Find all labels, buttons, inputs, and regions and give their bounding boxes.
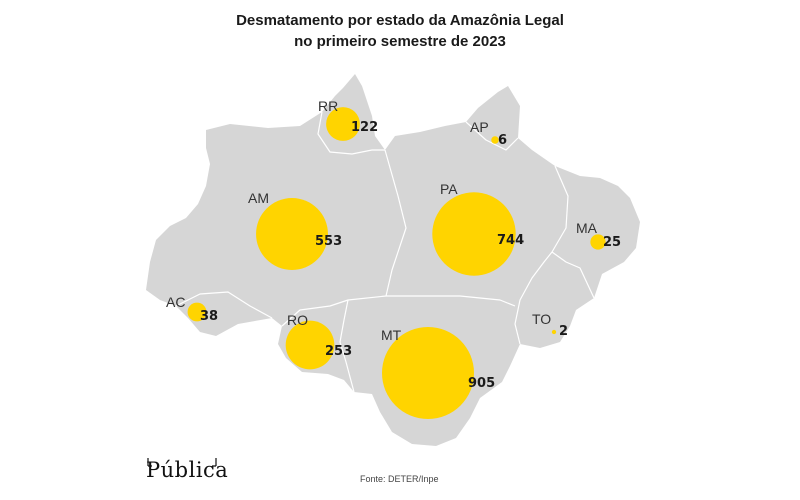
bubble-mt bbox=[382, 327, 474, 419]
label-pa: PA bbox=[440, 181, 458, 197]
label-ap: AP bbox=[470, 119, 489, 135]
border-am-pa bbox=[384, 149, 407, 297]
border-pa-to bbox=[514, 251, 553, 345]
value-ma: 25 bbox=[603, 235, 621, 250]
label-ro: RO bbox=[287, 312, 308, 328]
label-am: AM bbox=[248, 190, 269, 206]
border-ap bbox=[465, 121, 519, 151]
value-to: 2 bbox=[559, 324, 568, 339]
value-labels: 122 6 553 744 25 38 253 2 905 bbox=[200, 120, 621, 391]
bubble-to bbox=[551, 329, 557, 335]
bubble-ap bbox=[491, 136, 499, 144]
value-rr: 122 bbox=[351, 120, 378, 135]
source-note: Fonte: DETER/Inpe bbox=[360, 474, 439, 484]
border-am-ro bbox=[281, 295, 387, 327]
label-ac: AC bbox=[166, 294, 185, 310]
bubble-ac bbox=[187, 302, 207, 322]
border-rr bbox=[317, 111, 385, 155]
region-landmass bbox=[146, 74, 640, 446]
border-ro-mt bbox=[339, 299, 355, 393]
label-mt: MT bbox=[381, 327, 402, 343]
state-borders bbox=[175, 111, 595, 393]
label-to: TO bbox=[532, 311, 551, 327]
value-am: 553 bbox=[315, 234, 342, 249]
label-ma: MA bbox=[576, 220, 598, 236]
title-line-1: Desmatamento por estado da Amazônia Lega… bbox=[236, 12, 564, 29]
label-rr: RR bbox=[318, 98, 338, 114]
bubble-pa bbox=[432, 192, 516, 276]
landmass-shape bbox=[146, 74, 640, 446]
value-ro: 253 bbox=[325, 344, 352, 359]
bubble-am bbox=[256, 198, 328, 270]
title-line-2: no primeiro semestre de 2023 bbox=[294, 33, 506, 50]
border-ac-am bbox=[175, 291, 273, 319]
value-ac: 38 bbox=[200, 309, 218, 324]
logo-bracket-icon bbox=[147, 458, 217, 467]
border-pa-ma bbox=[551, 165, 569, 253]
value-pa: 744 bbox=[497, 233, 524, 248]
value-ap: 6 bbox=[498, 133, 507, 148]
map-title: Desmatamento por estado da Amazônia Lega… bbox=[0, 10, 800, 52]
bubble-ro bbox=[285, 320, 335, 370]
border-pa-mt bbox=[386, 295, 516, 307]
bubble-layer bbox=[187, 107, 606, 419]
state-labels: RR AP AM PA MA AC RO TO MT bbox=[166, 98, 598, 343]
publica-logo: Pública bbox=[146, 458, 229, 482]
bubble-ma bbox=[590, 234, 606, 250]
value-mt: 905 bbox=[468, 376, 495, 391]
bubble-rr bbox=[326, 107, 360, 141]
border-ma-to bbox=[551, 251, 595, 299]
